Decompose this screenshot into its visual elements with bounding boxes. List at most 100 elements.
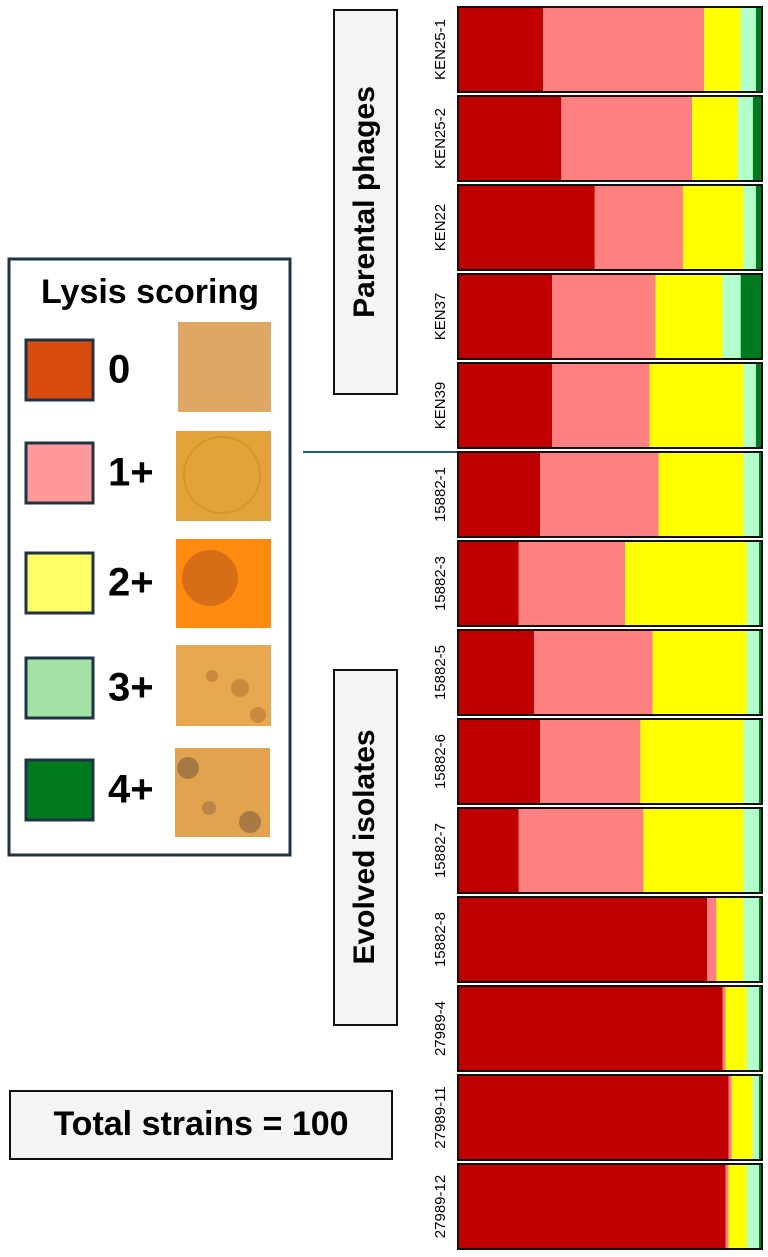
y-tick-label: 15882-1 <box>432 467 449 522</box>
bar-segment <box>722 986 726 1071</box>
bar-outline <box>457 540 763 627</box>
bar-segment <box>728 1164 747 1249</box>
y-tick-label: 15882-5 <box>432 645 449 700</box>
plate-zone <box>250 707 266 723</box>
bar-outline <box>457 1074 763 1161</box>
bar-outline <box>457 807 763 894</box>
bar-outline <box>457 6 763 93</box>
bar-segment <box>458 1075 729 1160</box>
bar-segment <box>758 452 762 537</box>
bar-segment <box>540 452 659 537</box>
bar-segment <box>458 1164 726 1249</box>
plate-photo <box>178 322 271 412</box>
bar-outline <box>457 451 763 538</box>
bar-segment <box>758 1075 762 1160</box>
bar-segment <box>743 719 759 804</box>
bar-segment <box>725 1164 729 1249</box>
bar-segment <box>755 185 762 270</box>
y-tick-label: KEN39 <box>432 382 449 430</box>
bar-segment <box>746 1164 759 1249</box>
legend-label: 1+ <box>108 451 154 495</box>
bar-segment <box>752 96 762 181</box>
plate-zone <box>202 801 216 815</box>
bar-segment <box>658 452 744 537</box>
legend-swatch <box>24 338 95 402</box>
total-label: Total strains = 100 <box>53 1105 348 1143</box>
bar-segment <box>758 808 762 893</box>
bar-segment <box>458 7 544 92</box>
plate-zone <box>182 550 238 606</box>
legend-swatch <box>24 551 95 615</box>
legend-swatch <box>24 758 95 822</box>
bar-outline <box>457 95 763 182</box>
plate-photo <box>176 431 271 521</box>
bar-outline <box>457 896 763 983</box>
bar-outline <box>457 273 763 360</box>
bar-segment <box>458 363 553 448</box>
bar-segment <box>716 897 744 982</box>
y-tick-label: KEN25-2 <box>432 108 449 169</box>
bar-segment <box>743 185 756 270</box>
bar-segment <box>458 897 708 982</box>
legend-label: 3+ <box>108 666 154 710</box>
bar-segment <box>722 274 741 359</box>
plate-zone <box>231 679 249 697</box>
bar-segment <box>594 185 683 270</box>
bar-segment <box>534 630 653 715</box>
plate-zone <box>183 436 261 514</box>
bar-segment <box>743 808 759 893</box>
bar-segment <box>458 808 519 893</box>
bar-segment <box>561 96 693 181</box>
legend-swatch <box>24 441 95 505</box>
bar-segment <box>540 719 641 804</box>
plate-zone <box>206 670 218 682</box>
total-box <box>9 1090 393 1160</box>
bar-segment <box>518 541 626 626</box>
bar-segment <box>740 274 762 359</box>
bar-segment <box>758 1164 762 1249</box>
legend-label: 0 <box>108 348 130 392</box>
bar-segment <box>737 96 753 181</box>
bar-segment <box>643 808 744 893</box>
bar-segment <box>758 986 762 1071</box>
bar-segment <box>458 630 534 715</box>
bar-segment <box>649 363 744 448</box>
bar-segment <box>758 541 762 626</box>
bar-segment <box>458 96 562 181</box>
bar-segment <box>458 986 723 1071</box>
bar-segment <box>752 1075 759 1160</box>
bar-segment <box>655 274 723 359</box>
bar-segment <box>682 185 744 270</box>
bar-segment <box>652 630 747 715</box>
y-tick-label: KEN25-1 <box>432 19 449 80</box>
y-tick-label: 15882-3 <box>432 556 449 611</box>
bar-segment <box>692 96 738 181</box>
bar-segment <box>728 1075 732 1160</box>
bar-segment <box>552 363 650 448</box>
y-tick-label: 15882-6 <box>432 734 449 789</box>
bar-segment <box>458 719 541 804</box>
y-tick-label: 15882-8 <box>432 912 449 967</box>
legend: 0 1+ 2+ 3+ 4+ <box>24 338 154 822</box>
bar-segment <box>743 897 759 982</box>
bar-segment <box>518 808 644 893</box>
bar-outline <box>457 362 763 449</box>
bar-segment <box>743 363 756 448</box>
plate-zone <box>239 811 261 833</box>
bar-segment <box>458 274 553 359</box>
bar-segment <box>707 897 717 982</box>
bar-outline <box>457 985 763 1072</box>
y-tick-label: 15882-7 <box>432 823 449 878</box>
group-box <box>333 9 398 395</box>
bar-outline <box>457 718 763 805</box>
bar-segment <box>755 363 762 448</box>
bar-segment <box>458 452 541 537</box>
y-tick-label: KEN22 <box>432 204 449 252</box>
bar-segment <box>458 541 519 626</box>
bar-outline <box>457 184 763 271</box>
plate-zone <box>177 757 199 779</box>
group-box <box>333 669 398 1026</box>
bar-segment <box>704 7 741 92</box>
bar-segment <box>725 986 747 1071</box>
